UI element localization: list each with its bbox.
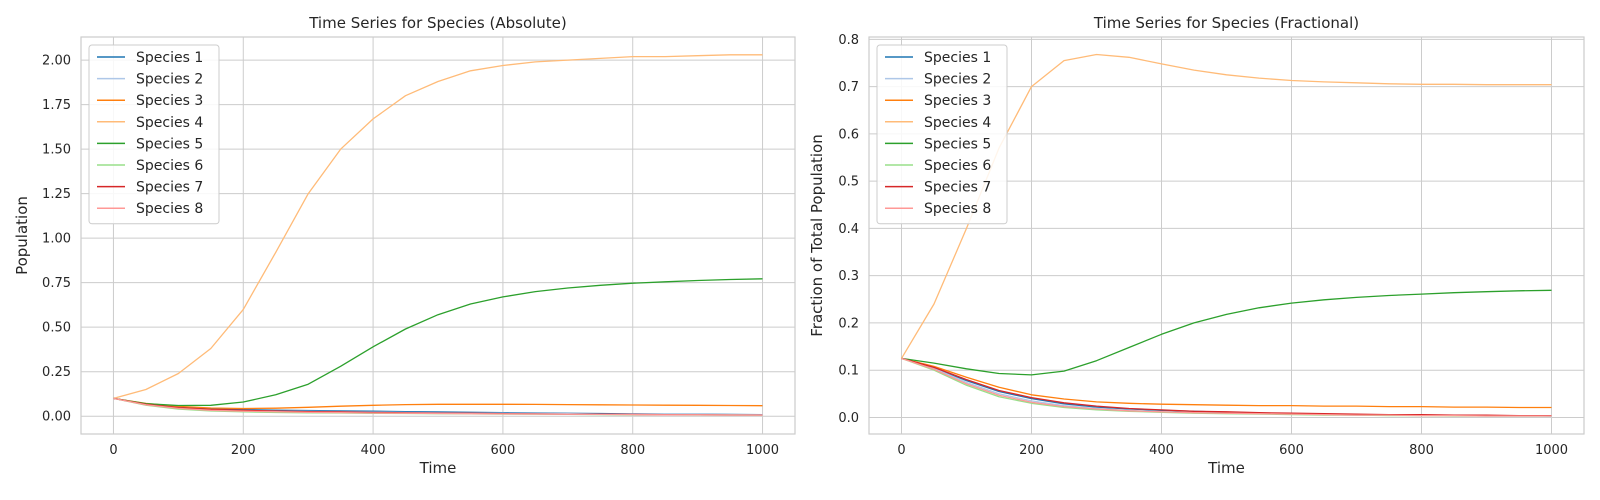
plot-frame	[80, 36, 796, 435]
series-line-species-5	[113, 278, 763, 407]
series-line-species-4	[900, 53, 1552, 359]
x-tick-label: 1000	[1535, 443, 1568, 458]
series-line-species-4	[113, 54, 763, 400]
y-tick-label: 0.4	[838, 222, 859, 237]
y-tick-label: 0.8	[838, 33, 859, 48]
y-tick-label: 1.75	[42, 98, 71, 113]
y-tick-label: 1.25	[42, 187, 71, 202]
y-tick-label: 0.50	[42, 321, 71, 336]
series-line-species-8	[901, 357, 1552, 417]
legend-box	[88, 44, 220, 225]
legend: Species 1 Species 2 Species 3 Species 4 Spec…	[876, 44, 1008, 225]
legend-label: Species 5	[924, 136, 991, 152]
legend-box	[876, 44, 1008, 225]
legend-label: Species 7	[136, 180, 203, 196]
series-line-species-7	[901, 357, 1552, 417]
series-line-species-3	[113, 397, 763, 410]
legend-label: Species 6	[924, 158, 991, 174]
y-axis-label: Fraction of Total Population	[808, 134, 826, 336]
legend-label: Species 6	[136, 158, 203, 174]
legend-label: Species 7	[924, 180, 991, 196]
legend-label: Species 8	[136, 201, 203, 217]
y-axis-label: Population	[13, 196, 31, 275]
x-axis-label: Time	[1207, 459, 1245, 477]
x-tick-label: 200	[231, 443, 256, 458]
x-tick-label: 600	[1279, 443, 1304, 458]
legend-label: Species 5	[136, 136, 203, 152]
x-tick-label: 400	[361, 443, 386, 458]
series-lines	[113, 54, 763, 416]
y-tick-label: 0.00	[42, 410, 71, 425]
x-tick-label: 400	[1149, 443, 1174, 458]
y-tick-label: 0.1	[838, 364, 859, 379]
x-tick-label: 200	[1019, 443, 1044, 458]
x-tick-label: 800	[1409, 443, 1434, 458]
chart-title: Time Series for Species (Absolute)	[308, 14, 567, 32]
legend-label: Species 4	[924, 115, 991, 131]
y-tick-label: 0.2	[838, 316, 859, 331]
legend-label: Species 4	[136, 115, 203, 131]
y-tick-label: 0.6	[838, 127, 859, 142]
series-line-species-5	[901, 289, 1552, 376]
chart-panel-1: 0 200 400 600 800 1000 0.00 0.25 0.50 0.75 1.00 1.2…	[13, 14, 796, 477]
x-tick-label: 0	[897, 443, 905, 458]
series-lines	[900, 53, 1552, 417]
legend-label: Species 8	[924, 201, 991, 217]
y-tick-label: 0.0	[838, 411, 859, 426]
y-tick-label: 0.25	[42, 365, 71, 380]
y-tick-label: 1.00	[42, 232, 71, 247]
chart-title: Time Series for Species (Fractional)	[1093, 14, 1359, 32]
y-tick-label: 0.5	[838, 175, 859, 190]
y-tick-label: 2.00	[42, 54, 71, 69]
legend-label: Species 3	[136, 93, 203, 109]
x-tick-label: 1000	[746, 443, 779, 458]
series-line-species-3	[901, 357, 1552, 409]
legend-label: Species 1	[136, 50, 203, 66]
y-tick-label: 0.7	[838, 80, 859, 95]
x-tick-label: 800	[620, 443, 645, 458]
y-tick-label: 0.75	[42, 276, 71, 291]
chart-panel-2: 0 200 400 600 800 1000 0.0 0.1 0.2 0.3 0.4 0.5 0.6 0.…	[808, 14, 1585, 477]
plot-frame	[868, 36, 1585, 435]
legend-label: Species 3	[924, 93, 991, 109]
y-tick-label: 1.50	[42, 143, 71, 158]
legend-label: Species 2	[136, 72, 203, 88]
series-line-species-8	[113, 397, 763, 416]
legend-label: Species 1	[924, 50, 991, 66]
x-axis-label: Time	[419, 459, 457, 477]
x-tick-label: 0	[109, 443, 117, 458]
y-tick-label: 0.3	[838, 269, 859, 284]
x-tick-label: 600	[490, 443, 515, 458]
legend-label: Species 2	[924, 72, 991, 88]
legend: Species 1 Species 2 Species 3 Species 4 Spec…	[88, 44, 220, 225]
